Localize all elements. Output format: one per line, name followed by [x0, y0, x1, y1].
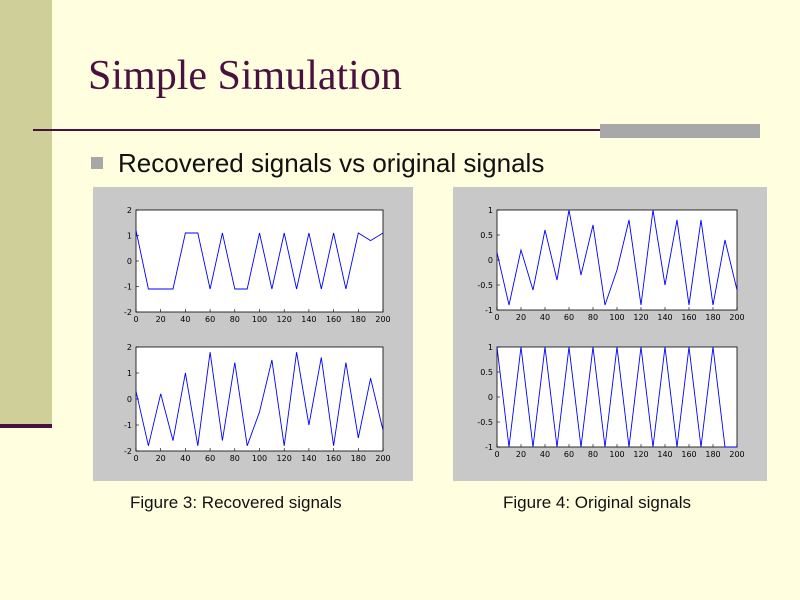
side-band — [0, 0, 52, 425]
x-tick-label: 200 — [375, 315, 390, 324]
x-tick-label: 40 — [180, 454, 190, 463]
x-tick-label: 60 — [205, 454, 215, 463]
y-tick-label: 0.5 — [480, 231, 493, 240]
x-tick-label: 40 — [540, 450, 550, 459]
y-tick-label: 1 — [127, 369, 132, 378]
x-tick-label: 80 — [230, 315, 240, 324]
y-tick-label: 0 — [488, 393, 493, 402]
plot-3: 0 20 40 60 80 100 120 140 160 180 200 -1 -0.5 0 0.5 1 — [477, 343, 744, 459]
x-tick-label: 140 — [301, 315, 316, 324]
x-tick-label: 160 — [681, 450, 696, 459]
y-tick-label: 2 — [127, 343, 132, 352]
x-tick-label: 160 — [326, 315, 341, 324]
y-tick-label: 1 — [488, 343, 493, 352]
series-line — [135, 230, 384, 290]
y-tick-label: 0.5 — [480, 368, 493, 377]
x-tick-label: 100 — [252, 315, 267, 324]
x-tick-label: 0 — [494, 313, 499, 322]
side-band-underline — [0, 424, 52, 428]
x-tick-label: 100 — [252, 454, 267, 463]
x-tick-label: 140 — [301, 454, 316, 463]
x-tick-label: 100 — [609, 313, 624, 322]
figure-caption-recovered: Figure 3: Recovered signals — [130, 493, 342, 512]
plot-area — [496, 209, 738, 311]
x-tick-label: 120 — [277, 454, 292, 463]
series-line — [496, 346, 737, 448]
y-tick-label: 0 — [127, 257, 132, 266]
series-line — [135, 352, 384, 446]
title-rule-accent — [600, 124, 760, 138]
plot-2: 0 20 40 60 80 100 120 140 160 180 200 -1 -0.5 0 0.5 1 — [477, 206, 744, 322]
plot-1: 0 20 40 60 80 100 120 140 160 180 200 -2 -1 0 1 2 — [124, 343, 391, 463]
x-tick-label: 180 — [351, 315, 366, 324]
x-tick-label: 140 — [657, 313, 672, 322]
bullet-square-icon — [91, 157, 103, 169]
x-tick-label: 180 — [705, 313, 720, 322]
y-tick-label: -2 — [124, 308, 132, 317]
x-tick-label: 60 — [205, 315, 215, 324]
title-rule — [33, 129, 760, 131]
x-tick-label: 180 — [705, 450, 720, 459]
x-tick-label: 80 — [588, 313, 598, 322]
x-tick-label: 180 — [351, 454, 366, 463]
x-tick-label: 0 — [133, 315, 138, 324]
x-tick-label: 40 — [540, 313, 550, 322]
plot-area — [135, 346, 384, 452]
x-tick-label: 60 — [564, 450, 574, 459]
figure-caption-original: Figure 4: Original signals — [503, 493, 692, 512]
x-tick-label: 120 — [633, 313, 648, 322]
series-line — [496, 209, 738, 306]
y-tick-label: -1 — [124, 283, 132, 292]
y-tick-label: -1 — [485, 443, 493, 452]
bullet-text: Recovered signals vs original signals — [118, 148, 545, 178]
figure-panel-recovered: 0 20 40 60 80 100 120 140 160 180 200 -2 -1 0 1 2 0 20 40 6… — [93, 187, 413, 481]
figure-panel-original: 0 20 40 60 80 100 120 140 160 180 200 -1 -0.5 0 0.5 1 0 2… — [453, 187, 767, 481]
x-tick-label: 20 — [156, 454, 166, 463]
y-tick-label: -1 — [485, 306, 493, 315]
x-tick-label: 20 — [516, 313, 526, 322]
x-tick-label: 0 — [133, 454, 138, 463]
plot-area — [135, 209, 384, 313]
x-tick-label: 40 — [180, 315, 190, 324]
y-tick-label: 0 — [488, 256, 493, 265]
x-tick-label: 20 — [156, 315, 166, 324]
x-tick-label: 20 — [516, 450, 526, 459]
x-tick-label: 200 — [729, 450, 744, 459]
x-tick-label: 60 — [564, 313, 574, 322]
y-tick-label: -0.5 — [477, 418, 493, 427]
y-tick-label: -2 — [124, 447, 132, 456]
y-tick-label: 1 — [127, 232, 132, 241]
y-tick-label: 0 — [127, 395, 132, 404]
y-tick-label: 2 — [127, 206, 132, 215]
y-tick-label: -0.5 — [477, 281, 493, 290]
slide-title: Simple Simulation — [88, 53, 402, 99]
x-tick-label: 80 — [588, 450, 598, 459]
y-tick-label: -1 — [124, 421, 132, 430]
x-tick-label: 0 — [494, 450, 499, 459]
plot-area — [496, 346, 738, 448]
x-tick-label: 140 — [657, 450, 672, 459]
plot-0: 0 20 40 60 80 100 120 140 160 180 200 -2 -1 0 1 2 — [124, 206, 391, 324]
x-tick-label: 200 — [375, 454, 390, 463]
x-tick-label: 80 — [230, 454, 240, 463]
figure-svg-original: 0 20 40 60 80 100 120 140 160 180 200-1-0.500.510 2… — [477, 206, 744, 459]
x-tick-label: 160 — [681, 313, 696, 322]
y-tick-label: 1 — [488, 206, 493, 215]
x-tick-label: 160 — [326, 454, 341, 463]
x-tick-label: 120 — [277, 315, 292, 324]
x-tick-label: 100 — [609, 450, 624, 459]
x-tick-label: 200 — [729, 313, 744, 322]
x-tick-label: 120 — [633, 450, 648, 459]
